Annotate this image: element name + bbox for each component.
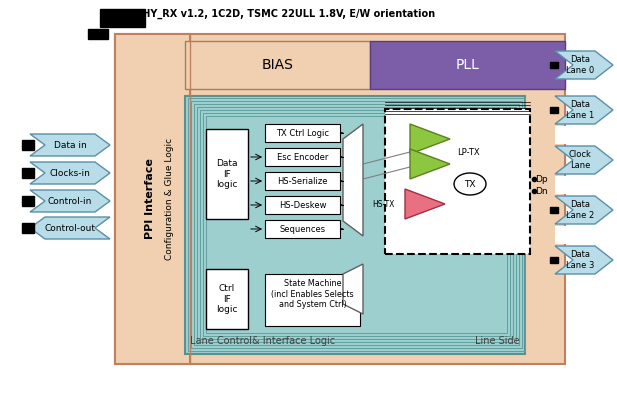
- FancyBboxPatch shape: [22, 196, 34, 206]
- Text: MIPI DPHY_RX v1.2, 1C2D, TSMC 22ULL 1.8V, E/W orientation: MIPI DPHY_RX v1.2, 1C2D, TSMC 22ULL 1.8V…: [100, 9, 435, 19]
- FancyBboxPatch shape: [88, 29, 108, 39]
- Polygon shape: [405, 189, 445, 219]
- Polygon shape: [343, 124, 363, 236]
- FancyBboxPatch shape: [550, 207, 558, 213]
- FancyBboxPatch shape: [550, 107, 558, 113]
- Polygon shape: [555, 96, 613, 124]
- Text: State Machine
(incl Enables Selects
and System Ctrl): State Machine (incl Enables Selects and …: [271, 279, 354, 309]
- Polygon shape: [30, 134, 110, 156]
- FancyBboxPatch shape: [555, 126, 595, 144]
- Text: HS-Serialize: HS-Serialize: [277, 177, 328, 186]
- Polygon shape: [410, 124, 450, 154]
- FancyBboxPatch shape: [265, 124, 340, 142]
- FancyBboxPatch shape: [22, 223, 34, 233]
- FancyBboxPatch shape: [550, 257, 558, 263]
- Text: Dp: Dp: [535, 175, 548, 184]
- Polygon shape: [555, 246, 613, 274]
- FancyBboxPatch shape: [555, 226, 595, 244]
- Text: Ctrl
IF
logic: Ctrl IF logic: [216, 284, 238, 314]
- Polygon shape: [30, 162, 110, 184]
- Polygon shape: [343, 264, 363, 314]
- Text: Data
Lane 3: Data Lane 3: [566, 250, 594, 270]
- Text: Data
Lane 2: Data Lane 2: [566, 200, 594, 220]
- Text: Dn: Dn: [535, 186, 548, 195]
- Text: BIAS: BIAS: [262, 58, 294, 72]
- Text: Esc Encoder: Esc Encoder: [277, 152, 328, 162]
- Text: Clocks-in: Clocks-in: [49, 169, 91, 178]
- Polygon shape: [555, 196, 613, 224]
- Text: HS-Deskew: HS-Deskew: [279, 201, 326, 210]
- FancyBboxPatch shape: [115, 34, 190, 364]
- FancyBboxPatch shape: [370, 41, 565, 89]
- FancyBboxPatch shape: [115, 34, 565, 364]
- Text: LP-TX: LP-TX: [457, 147, 479, 156]
- Text: PLL: PLL: [455, 58, 479, 72]
- Text: Sequences: Sequences: [280, 225, 326, 234]
- FancyBboxPatch shape: [555, 176, 595, 194]
- Text: HS-TX: HS-TX: [373, 199, 395, 208]
- Text: Data
Lane 0: Data Lane 0: [566, 55, 594, 75]
- Text: Line Side: Line Side: [475, 336, 520, 346]
- FancyBboxPatch shape: [185, 96, 525, 354]
- FancyBboxPatch shape: [550, 62, 558, 68]
- FancyBboxPatch shape: [265, 172, 340, 190]
- FancyBboxPatch shape: [385, 109, 530, 254]
- Text: Control-in: Control-in: [48, 197, 92, 206]
- Text: Configuration & Glue Logic: Configuration & Glue Logic: [165, 138, 175, 260]
- Polygon shape: [555, 51, 613, 79]
- FancyBboxPatch shape: [265, 274, 360, 326]
- FancyBboxPatch shape: [206, 129, 248, 219]
- Ellipse shape: [454, 173, 486, 195]
- Text: PPI Interface: PPI Interface: [145, 158, 155, 240]
- Text: Data in: Data in: [54, 141, 86, 149]
- Text: Data
Lane 1: Data Lane 1: [566, 100, 594, 120]
- FancyBboxPatch shape: [206, 269, 248, 329]
- FancyBboxPatch shape: [265, 196, 340, 214]
- Text: Data
IF
logic: Data IF logic: [216, 159, 238, 189]
- FancyBboxPatch shape: [265, 220, 340, 238]
- Text: TX: TX: [464, 180, 476, 188]
- FancyBboxPatch shape: [100, 9, 145, 27]
- Text: TX Ctrl Logic: TX Ctrl Logic: [276, 128, 329, 138]
- Polygon shape: [555, 146, 613, 174]
- Text: Control-out: Control-out: [44, 223, 96, 232]
- Text: Lane Control& Interface Logic: Lane Control& Interface Logic: [190, 336, 335, 346]
- Polygon shape: [410, 149, 450, 179]
- Polygon shape: [30, 217, 110, 239]
- FancyBboxPatch shape: [265, 148, 340, 166]
- FancyBboxPatch shape: [22, 140, 34, 150]
- Polygon shape: [30, 190, 110, 212]
- FancyBboxPatch shape: [22, 168, 34, 178]
- FancyBboxPatch shape: [185, 41, 370, 89]
- Text: Clock
Lane: Clock Lane: [568, 150, 592, 170]
